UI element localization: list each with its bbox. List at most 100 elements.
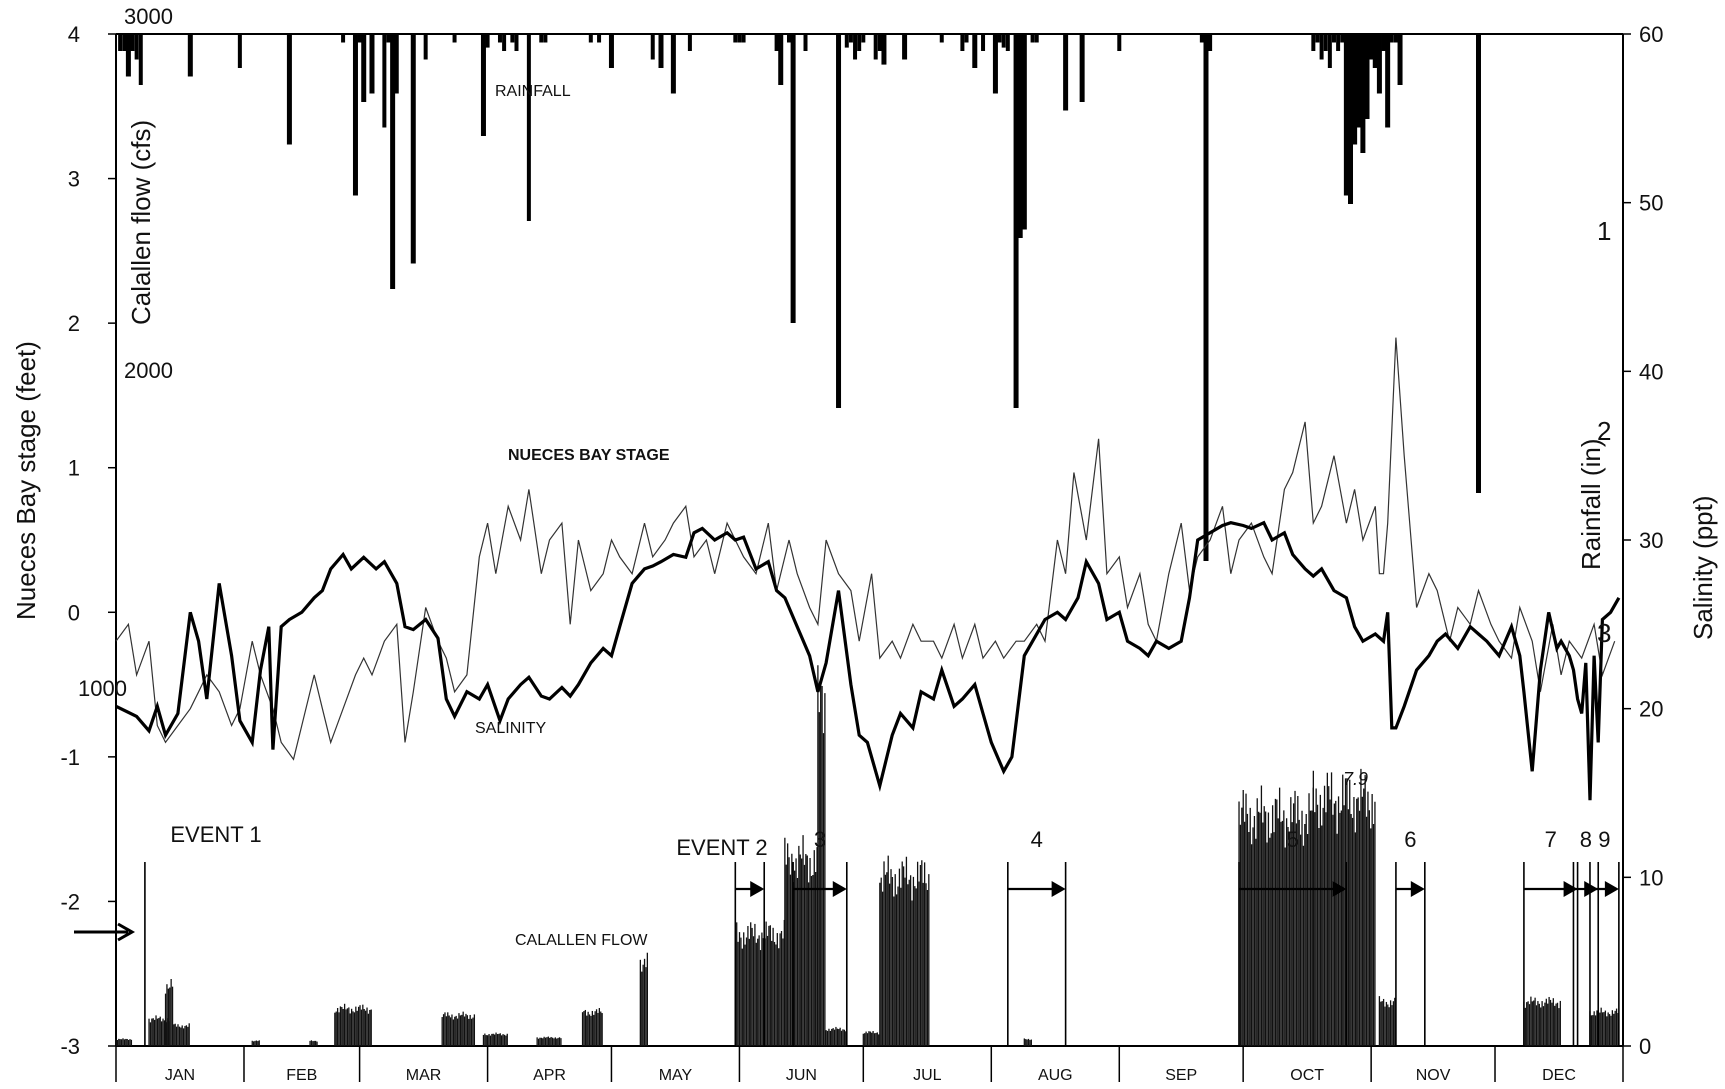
rainfall-bar — [539, 34, 544, 43]
rainfall-bar — [452, 34, 457, 43]
stage-tick-label: 2 — [68, 311, 80, 336]
rainfall-bar — [1360, 34, 1366, 153]
rainfall-bar — [130, 34, 135, 51]
rainfall-bar — [514, 34, 519, 51]
salinity-tick-label: 50 — [1639, 191, 1663, 216]
rainfall-bar — [1364, 34, 1370, 119]
rainfall-bar — [1327, 34, 1332, 68]
month-label: MAR — [406, 1067, 442, 1084]
rainfall-bar — [857, 34, 862, 51]
stage-axis-title: Nueces Bay stage (feet) — [11, 341, 41, 620]
event-label: 8 — [1580, 827, 1592, 852]
rainfall-bar — [873, 34, 878, 60]
salinity-line — [115, 337, 1616, 761]
flow-arrow-left — [74, 922, 136, 942]
month-label: MAY — [659, 1067, 693, 1084]
rainfall-bar — [790, 34, 796, 323]
rainfall-bar — [138, 34, 143, 85]
event-arrow-head — [750, 881, 765, 897]
rainfall-bar — [1340, 34, 1345, 43]
rainfall-bar — [1311, 34, 1316, 51]
event-arrow-head — [1563, 881, 1578, 897]
month-label: APR — [533, 1067, 566, 1084]
rainfall-bar — [423, 34, 428, 60]
rainfall-bar — [1381, 34, 1386, 51]
stage-tick-label: 1 — [68, 456, 80, 481]
salinity-tick-label: 40 — [1639, 359, 1663, 384]
rainfall-bar — [1368, 34, 1374, 60]
rainfall-bar — [1397, 34, 1403, 85]
rainfall-bar — [382, 34, 387, 128]
rainfall-bar — [122, 34, 127, 51]
rainfall-bar — [658, 34, 664, 68]
stage-series-label: NUECES BAY STAGE — [508, 447, 670, 464]
rainfall-bar — [774, 34, 779, 51]
event-arrow-head — [1332, 881, 1347, 897]
rainfall-bar — [1323, 34, 1328, 51]
month-label: JUL — [913, 1067, 942, 1084]
rainfall-bar — [877, 34, 882, 51]
rainfall-bar — [386, 34, 391, 43]
month-labels: JAN FEB MAR APR MAY JUN JUL AUG SEP OCT NOV DEC — [165, 1067, 1576, 1084]
month-label: JUN — [786, 1067, 817, 1084]
rainfall-bar — [1331, 34, 1336, 43]
salinity-tick-label: 10 — [1639, 865, 1663, 890]
rainfall-bar — [1352, 34, 1358, 145]
month-label: OCT — [1290, 1067, 1324, 1084]
rainfall-bar — [597, 34, 602, 43]
flow-series-label: CALALLEN FLOW — [515, 932, 648, 949]
rainfall-bar — [778, 34, 784, 85]
rainfall-bar — [1021, 34, 1027, 230]
rainfall-bar — [1063, 34, 1069, 111]
rainfall-bar — [939, 34, 944, 43]
rainfall-bar — [1385, 34, 1391, 128]
rainfall-bar — [1005, 34, 1010, 51]
rainfall-bar — [997, 34, 1002, 43]
rainfall-bar — [588, 34, 593, 43]
rainfall-bar — [1013, 34, 1019, 408]
rainfall-bar — [733, 34, 738, 43]
flow-tick-2000: 2000 — [124, 358, 173, 383]
rainfall-bar — [1343, 34, 1349, 196]
rainfall-bar — [608, 34, 614, 68]
rainfall-bar — [960, 34, 965, 51]
rainfall-tick-2: 2 — [1597, 416, 1611, 446]
rainfall-bar — [502, 34, 507, 51]
month-label: JAN — [165, 1067, 195, 1084]
rainfall-bar — [187, 34, 193, 77]
rainfall-bar — [836, 34, 842, 408]
rainfall-bar — [1117, 34, 1122, 51]
rainfall-bar — [737, 34, 742, 43]
event-label: 5 — [1287, 827, 1299, 852]
rainfall-bar — [543, 34, 548, 43]
salinity-tick-label: 20 — [1639, 697, 1663, 722]
rainfall-series-label: RAINFALL — [495, 83, 571, 100]
event-arrow-head — [1604, 881, 1619, 897]
rainfall-bar — [134, 34, 139, 60]
rainfall-bar — [992, 34, 998, 94]
stage-tick-label: 3 — [68, 167, 80, 192]
rainfall-bar — [286, 34, 292, 145]
rainfall-axis-title: Rainfall (in) — [1576, 439, 1606, 571]
rainfall-bar — [1034, 34, 1039, 43]
rainfall-bar — [480, 34, 486, 136]
rainfall-bar — [1208, 34, 1213, 51]
event-label: EVENT 2 — [676, 835, 767, 860]
rainfall-bar — [1079, 34, 1085, 102]
rainfall-bar — [1315, 34, 1320, 43]
rainfall-bar — [1376, 34, 1382, 94]
event-label: 9 — [1598, 827, 1610, 852]
salinity-series-label: SALINITY — [475, 720, 546, 737]
rainfall-tick-1: 1 — [1597, 216, 1611, 246]
stage-tick-label: -1 — [60, 745, 80, 770]
flow-tick-1000: 1000 — [78, 676, 127, 701]
rainfall-bar — [881, 34, 887, 65]
rainfall-bar — [510, 34, 515, 43]
salinity-tick-label: 60 — [1639, 22, 1663, 47]
salinity-tick-label: 0 — [1639, 1034, 1651, 1059]
rainfall-bar — [526, 34, 531, 221]
rainfall-bar — [687, 34, 692, 51]
month-label: FEB — [286, 1067, 317, 1084]
